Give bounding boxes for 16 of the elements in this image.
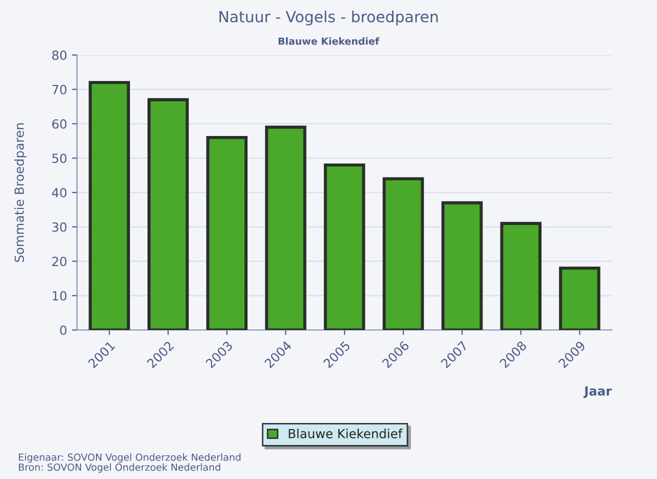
x-axis-title: Jaar — [583, 386, 612, 398]
y-tick-label: 60 — [52, 119, 66, 129]
y-tick-label: 10 — [52, 291, 66, 301]
legend-label: Blauwe Kiekendief — [288, 428, 403, 438]
text: Bron: SOVON Vogel Onderzoek Nederland — [18, 463, 220, 473]
y-tick-label: 70 — [52, 84, 66, 94]
y-tick-label: 80 — [52, 50, 66, 60]
y-tick-label: 50 — [52, 154, 66, 164]
text: Eigenaar: SOVON Vogel Onderzoek Nederland — [18, 453, 240, 463]
chart-title: Natuur - Vogels - broedparen — [220, 10, 438, 26]
y-axis-title: Sommatie Broedparen — [14, 123, 26, 262]
y-tick-label: 30 — [52, 222, 66, 232]
y-tick-label: 20 — [52, 256, 66, 266]
y-tick-label: 40 — [52, 188, 66, 198]
y-tick-label: 0 — [60, 325, 66, 335]
chart-subtitle: Blauwe Kiekendief — [278, 37, 380, 45]
